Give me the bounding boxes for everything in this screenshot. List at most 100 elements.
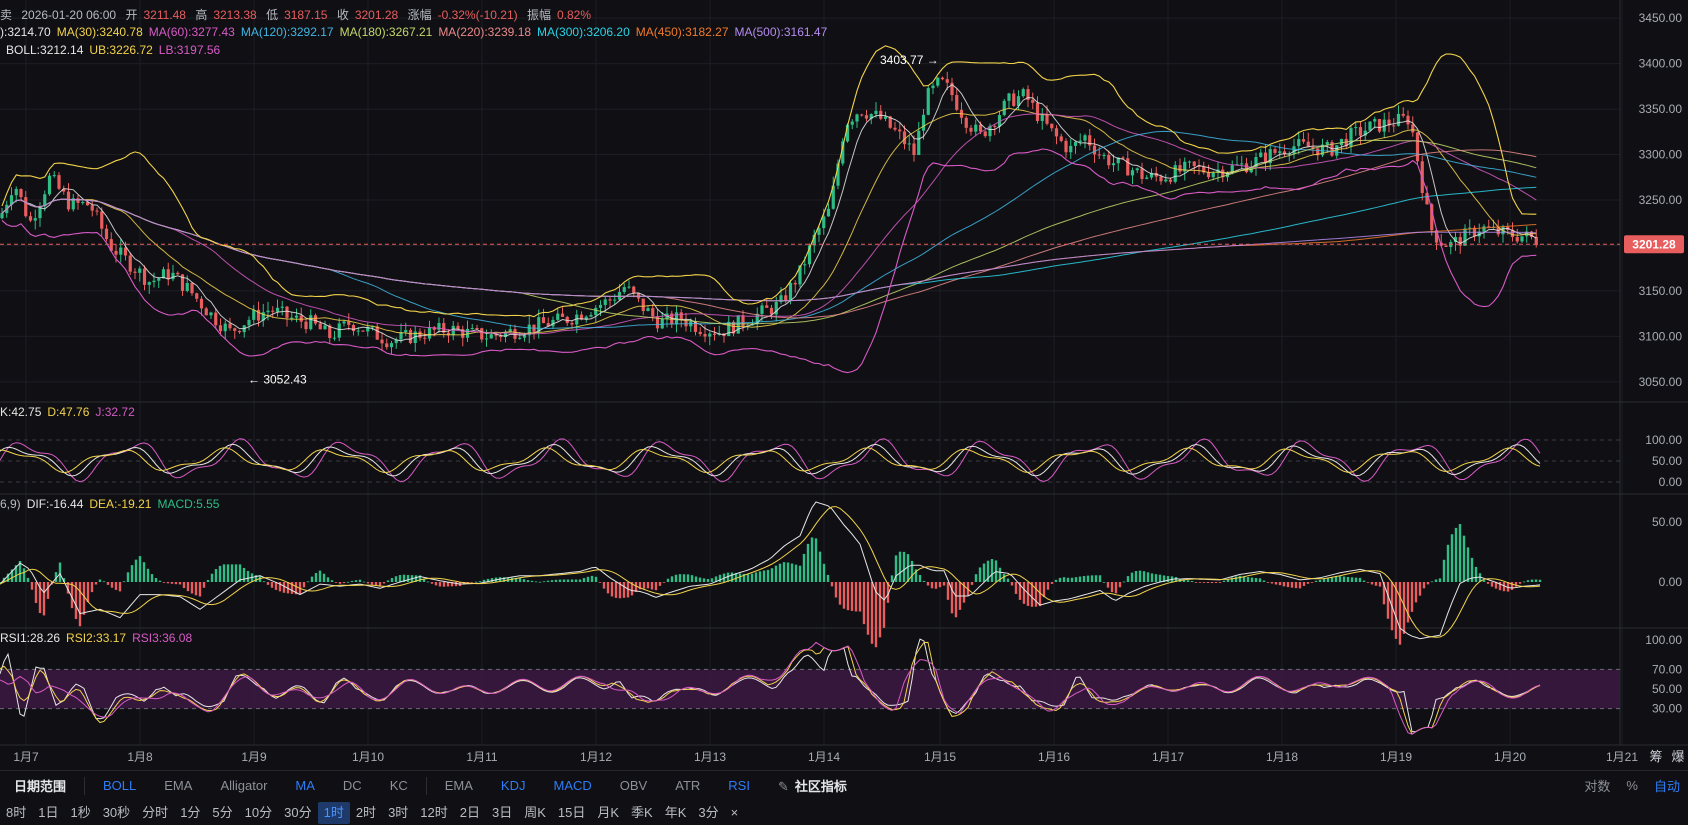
community-indicator-button[interactable]: ✎ 社区指标 [764,776,861,795]
timeframe-option[interactable]: 周K [524,804,546,820]
price-tick-label: 3150.00 [1639,284,1683,298]
boll-legend-item: LB:3197.56 [158,43,221,57]
macd-histogram-bar [590,575,594,582]
timeframe-option[interactable]: 3时 [388,804,409,820]
main-indicator-alligator[interactable]: Alligator [220,778,268,793]
timeframe-option[interactable]: 月K [597,804,620,820]
candle-body [570,322,574,325]
macd-histogram-bar [930,582,934,589]
macd-histogram-bar [978,567,982,582]
main-indicator-ema[interactable]: EMA [164,778,193,793]
price-tick-label: 3400.00 [1639,57,1683,71]
boll-legend: BOLL:3212.14 UB:3226.72 LB:3197.56 [6,43,226,57]
candle-body [1278,151,1282,153]
macd-histogram-bar [782,562,786,582]
sub-indicator-ema[interactable]: EMA [444,778,473,793]
candle-body [1377,119,1382,132]
main-indicator-ma[interactable]: MA [295,778,315,793]
macd-histogram-bar [102,581,106,583]
timeframe-option[interactable]: 2时 [355,804,377,820]
candle-body [855,114,859,122]
macd-histogram-bar [1202,582,1206,583]
candle-body [731,321,736,334]
candle-body [560,313,565,317]
candle-body [888,116,892,128]
timeframe-option[interactable]: 季K [631,804,653,820]
candle-body [290,317,294,319]
macd-histogram-bar [1358,577,1362,582]
close-timeframes-icon[interactable]: × [730,804,739,820]
macd-histogram-bar [1142,571,1146,582]
sub-indicator-obv[interactable]: OBV [619,778,648,793]
ma-legend-item: MA(180):3267.21 [339,25,433,39]
macd-histogram-bar [1474,566,1478,582]
main-indicator-boll[interactable]: BOLL [103,778,137,793]
macd-histogram-bar [362,581,366,583]
price-tick-label: 3300.00 [1639,148,1683,162]
candle-body [993,125,997,127]
timeframe-option[interactable]: 5分 [212,804,233,820]
macd-histogram-bar [422,578,426,582]
sub-indicator-macd[interactable]: MACD [553,778,592,793]
macd-histogram-bar [94,582,98,585]
candle-body [632,286,636,294]
macd-histogram-bar [1406,582,1410,623]
candle-body [100,211,104,229]
scale-option[interactable]: 自动 [1653,779,1680,794]
macd-histogram-bar [1538,579,1542,582]
last-price-tag [1624,235,1684,254]
header-datetime: 2026-01-20 06:00 [21,8,117,22]
date-range-button[interactable]: 日期范围 [14,779,67,794]
candle-body [1316,148,1320,156]
candle-body [955,95,959,110]
candle-body [95,210,99,212]
macd-histogram-bar [242,567,246,582]
macd-histogram-bar [318,570,322,582]
candle-body [817,228,821,235]
timeframe-option[interactable]: 12时 [420,804,448,820]
macd-histogram-bar [42,582,46,616]
candle-body [1092,145,1097,155]
macd-histogram-bar [46,582,50,599]
candle-body [266,310,270,313]
macd-histogram-bar [118,582,122,592]
timeframe-option[interactable]: 1日 [38,804,59,820]
timeframe-option[interactable]: 30秒 [102,804,131,820]
timeframe-option[interactable]: 1秒 [70,804,91,820]
timeframe-option[interactable]: 3日 [492,804,513,820]
timeframe-option[interactable]: 1分 [180,804,201,820]
scale-option[interactable]: 对数 [1584,779,1611,794]
timeframe-option[interactable]: 30分 [284,804,312,820]
sub-indicator-rsi[interactable]: RSI [728,778,750,793]
macd-histogram-bar [1042,582,1046,598]
timeframe-option[interactable]: 3分 [698,804,719,820]
macd-histogram-bar [1034,582,1038,607]
sub-indicator-kdj[interactable]: KDJ [500,778,526,793]
scale-option[interactable]: % [1626,778,1638,793]
low-value: 3187.15 [284,8,328,22]
macd-histogram-bar [502,577,506,582]
macd-histogram-bar [338,582,342,584]
main-indicator-dc[interactable]: DC [342,778,362,793]
macd-histogram-bar [778,563,782,582]
timeframe-option[interactable]: 15日 [557,804,586,820]
candle-body [902,131,907,145]
timeframe-option[interactable]: 10分 [244,804,273,820]
macd-histogram-bar [30,582,34,590]
sub-indicator-atr[interactable]: ATR [675,778,701,793]
macd-histogram-bar [1150,573,1154,582]
macd-histogram-bar [26,577,30,582]
macd-histogram-bar [810,537,814,582]
timeframe-option[interactable]: 1时 [317,801,350,824]
candle-body [1510,229,1515,238]
candle-body [309,315,313,330]
timeframe-option[interactable]: 分时 [142,804,169,820]
macd-histogram-bar [398,575,402,582]
timeframe-option[interactable]: 年K [664,804,687,820]
macd-histogram-bar [1394,582,1398,639]
main-indicator-kc[interactable]: KC [389,778,408,793]
macd-histogram-bar [1318,579,1322,582]
timeframe-option[interactable]: 2日 [459,804,480,820]
timeframe-option[interactable]: 8时 [6,804,27,820]
